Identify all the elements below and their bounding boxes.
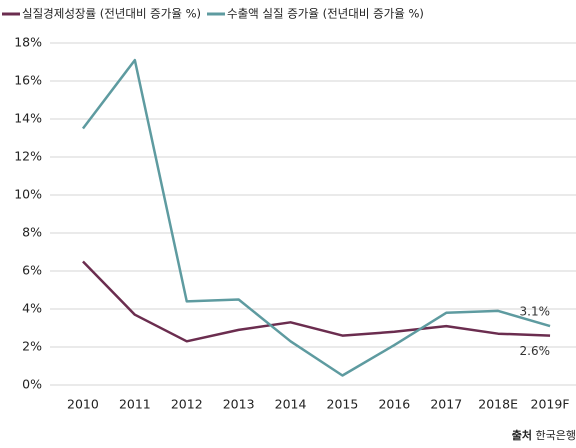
series-line bbox=[82, 260, 551, 343]
x-tick-label: 2019F bbox=[531, 397, 570, 412]
value-label: 2.6% bbox=[520, 344, 551, 358]
y-tick-label: 14% bbox=[14, 111, 42, 126]
x-tick-label: 2016 bbox=[378, 397, 410, 412]
y-tick-label: 18% bbox=[14, 35, 42, 50]
y-tick-label: 16% bbox=[14, 73, 42, 88]
source-label: 출처 bbox=[512, 428, 532, 442]
y-tick-label: 12% bbox=[14, 149, 42, 164]
series-line bbox=[81, 58, 551, 377]
source: 출처 한국은행 bbox=[512, 428, 576, 442]
y-tick-label: 2% bbox=[22, 339, 42, 354]
value-label: 3.1% bbox=[520, 305, 551, 319]
x-tick-label: 2011 bbox=[119, 397, 151, 412]
x-tick-label: 2017 bbox=[430, 397, 462, 412]
x-tick-label: 2013 bbox=[223, 397, 255, 412]
y-tick-label: 10% bbox=[14, 187, 42, 202]
legend-label: 실질경제성장률 (전년대비 증가율 %) bbox=[22, 7, 201, 21]
x-tick-label: 2010 bbox=[67, 397, 99, 412]
x-tick-label: 2012 bbox=[171, 397, 203, 412]
x-tick-label: 2015 bbox=[327, 397, 359, 412]
y-tick-label: 6% bbox=[22, 263, 42, 278]
legend-label: 수출액 실질 증가율 (전년대비 증가율 %) bbox=[227, 7, 424, 21]
x-tick-label: 2018E bbox=[478, 397, 518, 412]
y-tick-label: 0% bbox=[22, 377, 42, 392]
x-tick-label: 2014 bbox=[275, 397, 307, 412]
source-text: 한국은행 bbox=[536, 429, 576, 442]
y-tick-label: 8% bbox=[22, 225, 42, 240]
y-tick-label: 4% bbox=[22, 301, 42, 316]
